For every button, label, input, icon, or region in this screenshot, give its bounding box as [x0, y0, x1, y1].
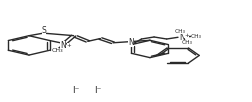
Text: CH₃: CH₃: [174, 29, 185, 34]
Text: CH₃: CH₃: [52, 48, 63, 53]
Text: +: +: [67, 43, 72, 48]
Text: I⁻: I⁻: [94, 86, 102, 95]
Text: N: N: [179, 33, 185, 42]
Text: CH₃: CH₃: [182, 40, 193, 45]
Text: CH₃: CH₃: [191, 34, 202, 39]
Text: N: N: [60, 41, 66, 50]
Text: +: +: [184, 33, 189, 38]
Text: S: S: [42, 26, 46, 35]
Text: N: N: [128, 38, 134, 47]
Text: I⁻: I⁻: [72, 86, 79, 95]
